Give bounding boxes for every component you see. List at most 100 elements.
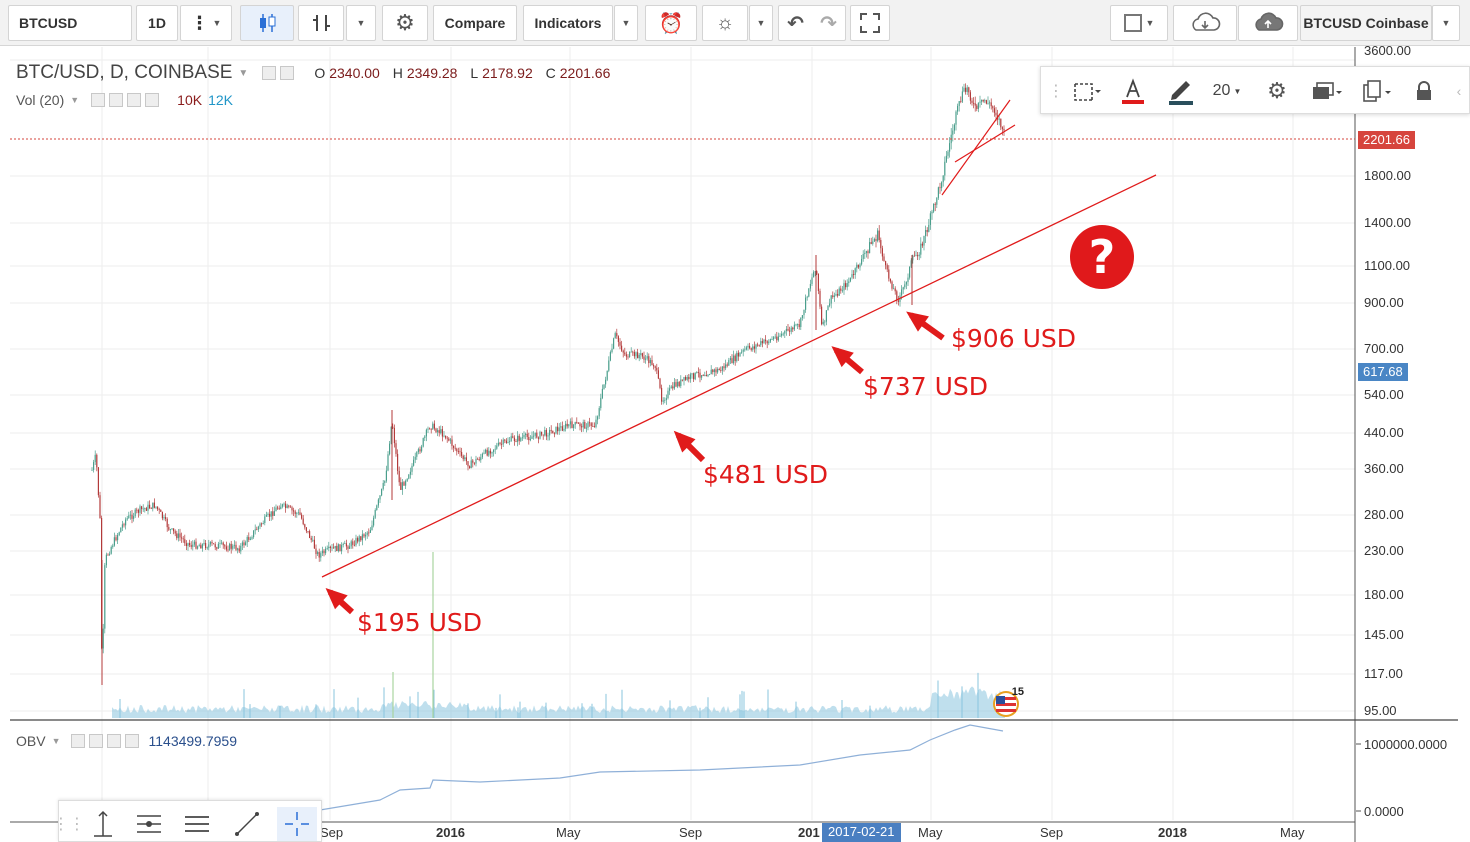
drag-handle-icon[interactable]: ⋮ [1048,83,1064,100]
candle-body [809,283,811,289]
chevron-down-icon[interactable]: ▼ [70,95,80,105]
candle-body [264,516,266,524]
symbol-title[interactable]: BTC/USD, D, COINBASE [16,62,233,83]
candle-body [944,161,946,176]
data-feed-button[interactable]: BTCUSD Coinbase [1300,5,1432,41]
indicators-dropdown[interactable]: ▼ [614,5,638,41]
question-mark-icon[interactable]: ? [1070,225,1134,289]
candle-body [283,503,285,505]
eye-icon[interactable] [262,66,277,80]
candle-body [109,553,111,555]
load-chart-button[interactable] [1173,5,1237,41]
candle-body [541,431,543,435]
line-style-button[interactable] [1067,75,1107,107]
lock-button[interactable] [1407,75,1441,107]
volume-label[interactable]: Vol (20) [16,92,65,108]
candle-body [293,510,295,512]
visual-order-button[interactable] [1305,75,1349,107]
eye-icon[interactable] [70,734,85,748]
data-feed-dropdown[interactable]: ▼ [1432,5,1460,41]
candle-body [291,507,293,511]
candle-body [230,543,232,549]
annotation-906[interactable]: $906 USD [951,324,1076,353]
price-tick-label: 1400.00 [1364,215,1411,230]
candle-body [168,527,170,530]
candle-body [787,328,789,331]
ideas-button[interactable]: ☼ [702,5,748,41]
volume-legend: Vol (20) ▼ 10K 12K [16,92,233,108]
alert-button[interactable]: ⏰ [645,5,697,41]
layout-button[interactable]: ▼ [1110,5,1168,41]
candle-body [429,428,431,430]
fullscreen-button[interactable] [850,5,890,41]
candle-body [549,429,551,436]
save-chart-button[interactable] [1238,5,1298,41]
symbol-search[interactable]: BTCUSD [8,5,132,41]
candle-body [440,429,442,434]
candle-body [640,353,642,355]
settings-small-icon[interactable] [88,734,103,748]
more-tools-icon[interactable]: ‹ [1449,75,1469,107]
interval-button[interactable]: 1D [136,5,178,41]
bars-style-button[interactable] [298,5,344,41]
compare-button[interactable]: Compare [433,5,517,41]
candle-body [813,272,815,278]
price-tick-label: 700.00 [1364,341,1404,356]
candle-body [717,369,719,373]
indicators-button[interactable]: Indicators [523,5,613,41]
interval-dropdown[interactable]: ⋮ ▼ [180,5,232,41]
candle-body [424,436,426,439]
obv-label[interactable]: OBV [16,733,46,749]
chevron-down-icon[interactable]: ▼ [238,67,249,79]
position-tool-button[interactable] [129,807,169,841]
plus-icon[interactable] [106,734,121,748]
symbol-label: BTCUSD [19,15,78,31]
annotation-481[interactable]: $481 USD [703,460,828,489]
candles-style-button[interactable] [240,5,294,41]
chevron-down-icon[interactable]: ▼ [51,736,61,746]
annotation-195[interactable]: $195 USD [357,608,482,637]
candle-body [361,534,363,541]
line-color-button[interactable] [1163,75,1199,107]
settings-small-icon[interactable] [109,93,124,107]
plus-icon[interactable] [127,93,142,107]
candle-body [965,87,967,92]
crosshair-tool-button[interactable] [277,807,317,841]
ideas-dropdown[interactable]: ▼ [749,5,773,41]
text-color-button[interactable] [1115,75,1151,107]
obv-line [319,724,1004,811]
font-size-dropdown[interactable]: 20 ▼ [1207,75,1247,107]
chart-style-dropdown[interactable]: ▼ [346,5,376,41]
measure-tool-button[interactable] [83,807,123,841]
lines-tool-button[interactable] [177,807,217,841]
drag-handle-icon[interactable]: ⋮⋮ [53,816,85,833]
candle-body [177,533,179,539]
candle-body [645,358,647,360]
candle-body [651,360,653,366]
candle-body [776,336,778,341]
candle-body [851,274,853,278]
redo-icon[interactable]: ↷ [820,12,837,35]
drawing-settings-button[interactable]: ⚙ [1257,75,1297,107]
undo-icon[interactable]: ↶ [787,12,804,35]
candle-body [856,264,858,269]
clone-button[interactable] [1355,75,1399,107]
candle-body [942,175,944,183]
candle-body [646,356,648,359]
flag-badge[interactable]: 15 [990,686,1026,718]
close-icon[interactable] [145,93,160,107]
candle-body [181,537,183,539]
close-icon[interactable] [124,734,139,748]
more-vertical-icon: ⋮ [190,13,209,33]
candle-body [93,462,95,470]
annotation-737[interactable]: $737 USD [863,372,988,401]
trendline-tool-button[interactable] [227,807,267,841]
settings-small-icon[interactable] [280,66,295,80]
candle-body [229,543,231,551]
eye-icon[interactable] [91,93,106,107]
candle-body [803,309,805,316]
candle-body [837,294,839,296]
candle-body [649,360,651,364]
settings-button[interactable]: ⚙ [382,5,428,41]
